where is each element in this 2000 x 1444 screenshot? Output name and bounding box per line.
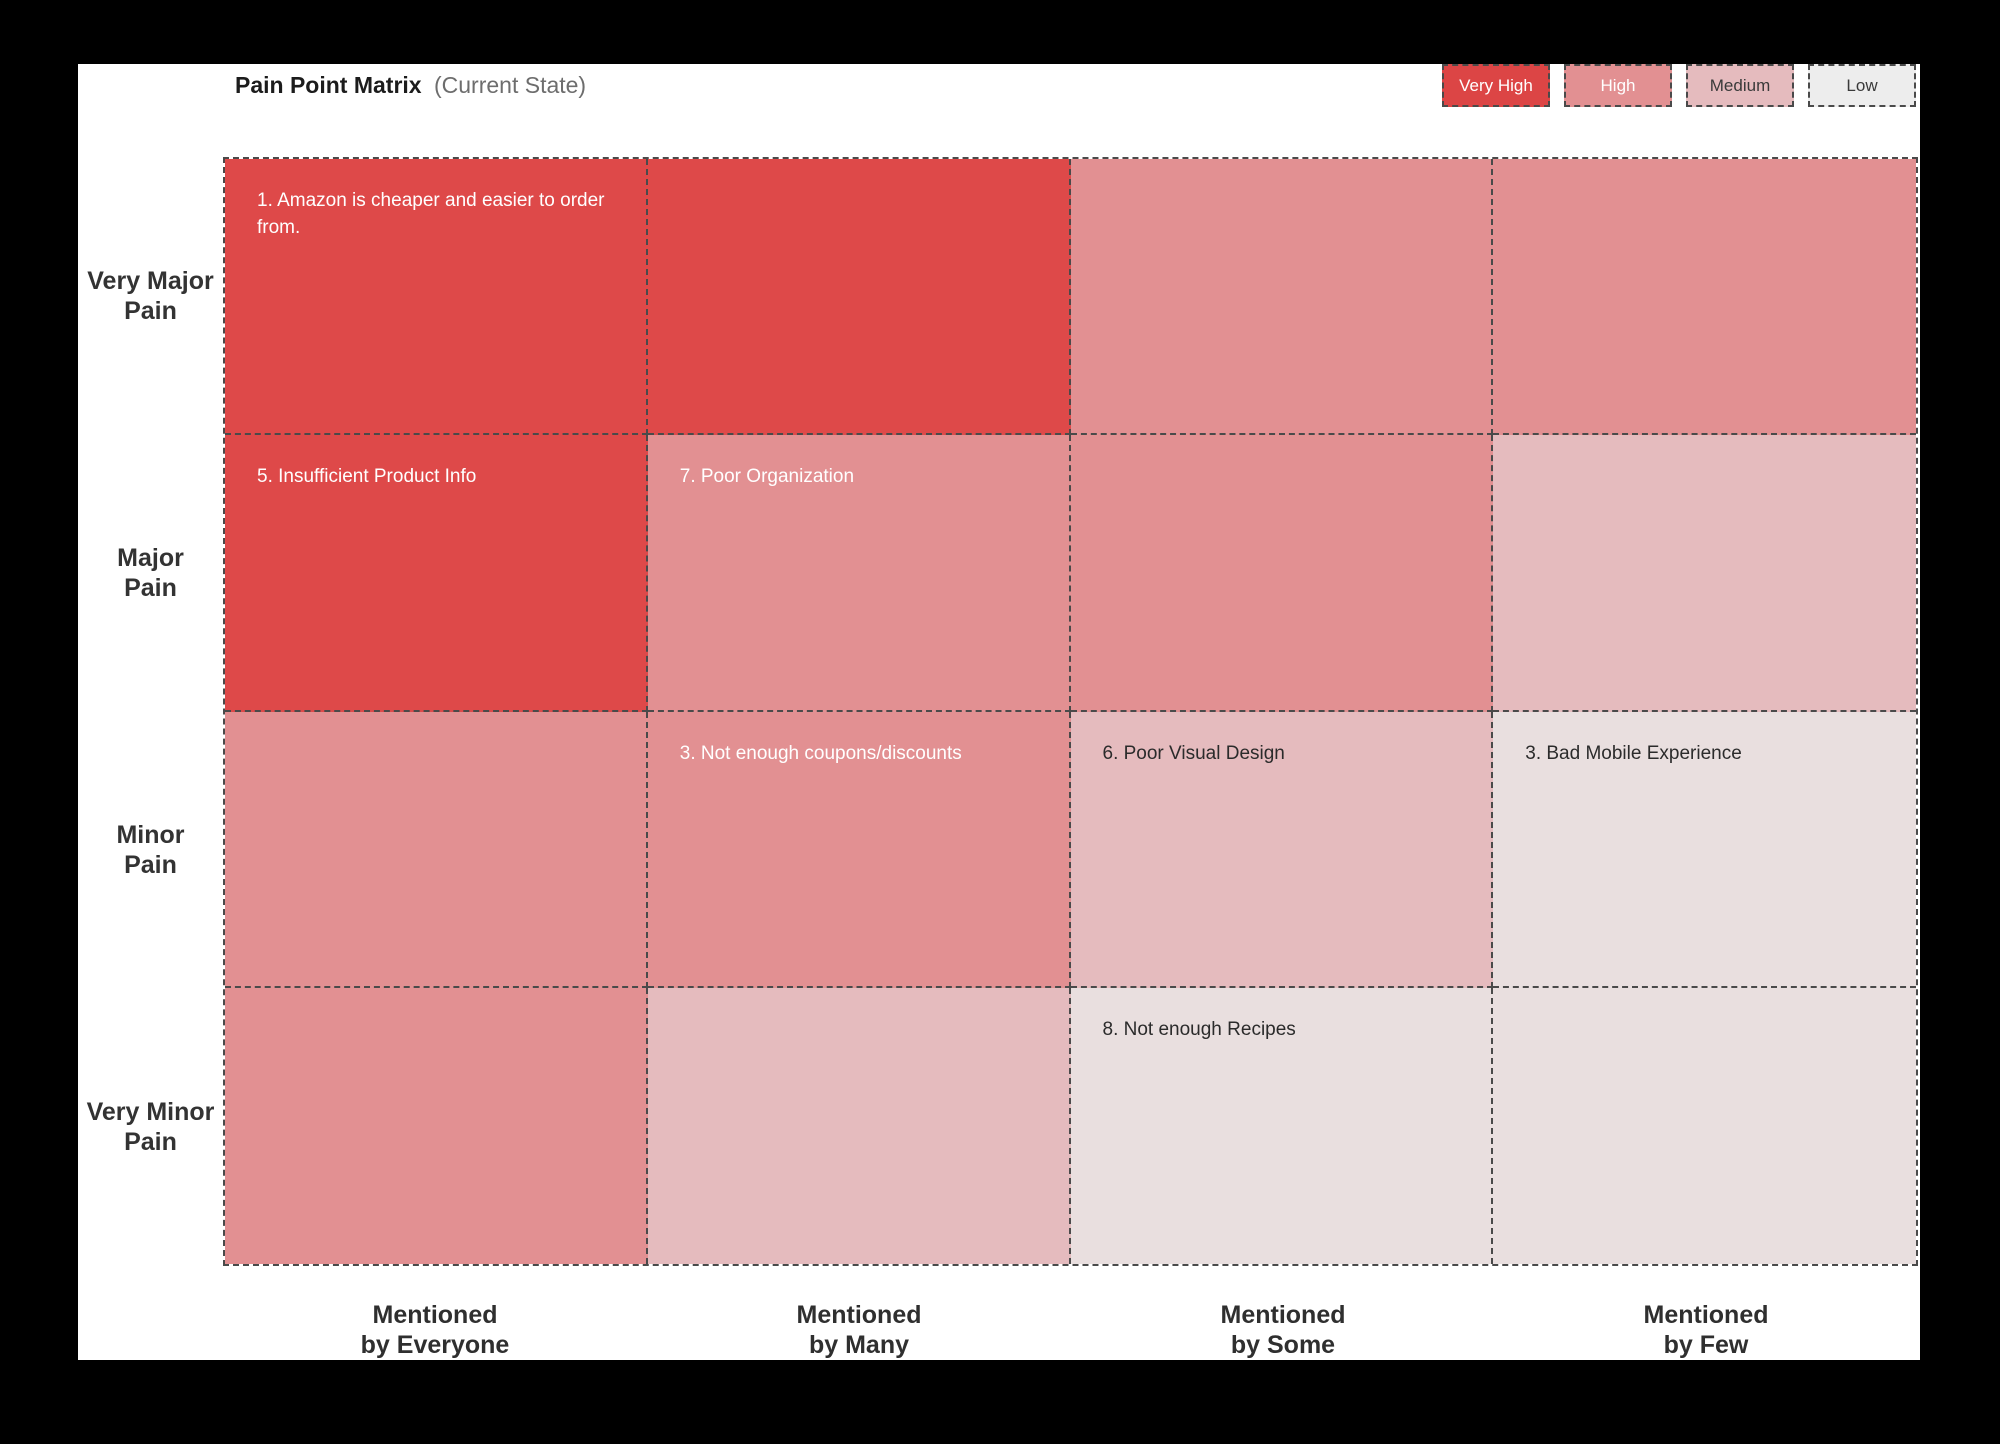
axis-label-line: Very Major	[87, 267, 214, 295]
y-axis-label-very-major-pain: Very Major Pain	[78, 266, 223, 326]
axis-label-line: by Many	[808, 1331, 910, 1359]
matrix-cell-r4c4[interactable]	[1493, 987, 1916, 1264]
axis-label-line: Pain	[124, 851, 177, 879]
cell-label: 3. Bad Mobile Experience	[1525, 742, 1742, 764]
axis-label-line: Mentioned	[1643, 1301, 1769, 1329]
axis-label-line: Major	[117, 544, 184, 572]
x-axis-label-mentioned-by-many: Mentioned by Many	[647, 1300, 1071, 1360]
cell-label: 8. Not enough Recipes	[1102, 1018, 1296, 1040]
cell-label: 1. Amazon is cheaper and easier to order…	[257, 190, 605, 238]
cell-label: 3. Not enough coupons/discounts	[679, 742, 962, 764]
x-axis-label-mentioned-by-some: Mentioned by Some	[1071, 1300, 1495, 1360]
axis-label-line: Mentioned	[796, 1301, 922, 1329]
legend-label: Very High	[1459, 75, 1533, 95]
legend-label: Medium	[1709, 75, 1771, 95]
x-axis-label-mentioned-by-few: Mentioned by Few	[1494, 1300, 1918, 1360]
y-axis-label-minor-pain: Minor Pain	[78, 820, 223, 880]
axis-label-line: Minor	[116, 821, 185, 849]
axis-label-line: Pain	[124, 297, 177, 325]
matrix-cell-r3c3[interactable]: 6. Poor Visual Design	[1070, 711, 1494, 988]
matrix-cell-r1c4[interactable]	[1493, 159, 1916, 436]
pain-point-matrix: 1. Amazon is cheaper and easier to order…	[223, 157, 1918, 1266]
axis-label-line: Very Minor	[86, 1098, 215, 1126]
axis-label-line: by Few	[1663, 1331, 1749, 1359]
axis-label-line: Pain	[124, 1128, 177, 1156]
cell-label: 6. Poor Visual Design	[1102, 742, 1285, 764]
matrix-cell-r3c4[interactable]: 3. Bad Mobile Experience	[1493, 711, 1916, 988]
severity-legend: Very High High Medium Low	[1442, 64, 1916, 107]
page-title: Pain Point Matrix (Current State)	[235, 72, 586, 99]
matrix-cell-r3c2[interactable]: 3. Not enough coupons/discounts	[647, 711, 1071, 988]
matrix-cell-r2c1[interactable]: 5. Insufficient Product Info	[225, 435, 648, 712]
legend-label: Low	[1846, 75, 1878, 95]
matrix-cell-r1c2[interactable]	[647, 159, 1071, 436]
matrix-cell-r3c1[interactable]	[225, 711, 648, 988]
legend-item-medium[interactable]: Medium	[1686, 64, 1794, 107]
y-axis-label-major-pain: Major Pain	[78, 543, 223, 603]
axis-label-line: by Everyone	[360, 1331, 510, 1359]
axis-label-line: Mentioned	[372, 1301, 498, 1329]
cell-label: 7. Poor Organization	[679, 466, 855, 488]
cell-label: 5. Insufficient Product Info	[257, 466, 477, 488]
page-title-main: Pain Point Matrix	[235, 72, 422, 98]
axis-label-line: by Some	[1230, 1331, 1336, 1359]
matrix-cell-r1c1[interactable]: 1. Amazon is cheaper and easier to order…	[225, 159, 648, 436]
axis-label-line: Mentioned	[1220, 1301, 1346, 1329]
matrix-cell-r4c3[interactable]: 8. Not enough Recipes	[1070, 987, 1494, 1264]
legend-label: High	[1600, 75, 1636, 95]
matrix-cell-r4c1[interactable]	[225, 987, 648, 1264]
matrix-cell-r2c4[interactable]	[1493, 435, 1916, 712]
matrix-cell-r2c2[interactable]: 7. Poor Organization	[647, 435, 1071, 712]
y-axis-label-very-minor-pain: Very Minor Pain	[78, 1097, 223, 1157]
matrix-cell-r4c2[interactable]	[647, 987, 1071, 1264]
matrix-cell-r2c3[interactable]	[1070, 435, 1494, 712]
matrix-cell-r1c3[interactable]	[1070, 159, 1494, 436]
legend-item-very-high[interactable]: Very High	[1442, 64, 1550, 107]
slide-canvas: Pain Point Matrix (Current State) Very H…	[78, 64, 1920, 1360]
x-axis-label-mentioned-by-everyone: Mentioned by Everyone	[223, 1300, 647, 1360]
legend-item-high[interactable]: High	[1564, 64, 1672, 107]
page-title-suffix: (Current State)	[433, 72, 587, 98]
legend-item-low[interactable]: Low	[1808, 64, 1916, 107]
axis-label-line: Pain	[124, 574, 177, 602]
